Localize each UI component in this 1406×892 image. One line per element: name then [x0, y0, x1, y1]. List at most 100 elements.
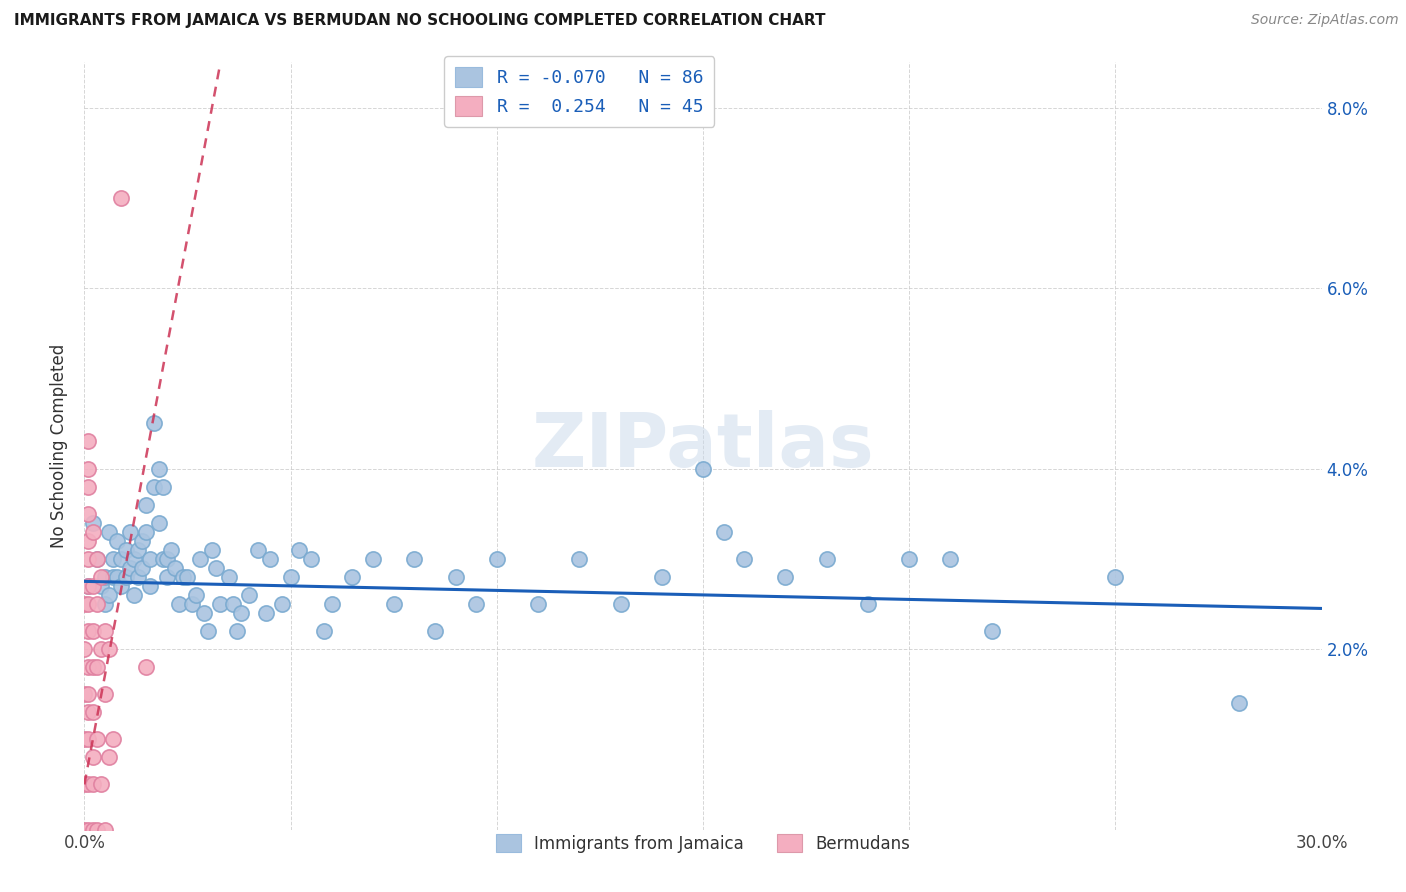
- Point: [103, 570, 125, 584]
- Point: [77, 705, 100, 719]
- Point: [90, 642, 112, 657]
- Point: [609, 597, 631, 611]
- Point: [127, 570, 149, 584]
- Point: [94, 597, 117, 611]
- Point: [1104, 570, 1126, 584]
- Point: [898, 551, 921, 566]
- Point: [98, 524, 121, 539]
- Point: [94, 570, 117, 584]
- Point: [118, 561, 141, 575]
- Point: [77, 822, 100, 837]
- Point: [172, 570, 194, 584]
- Point: [651, 570, 673, 584]
- Point: [77, 551, 100, 566]
- Point: [82, 624, 104, 638]
- Point: [167, 597, 190, 611]
- Point: [226, 624, 249, 638]
- Point: [82, 822, 104, 837]
- Point: [143, 417, 166, 431]
- Point: [127, 542, 149, 557]
- Point: [73, 732, 96, 747]
- Point: [94, 822, 117, 837]
- Point: [148, 461, 170, 475]
- Point: [118, 524, 141, 539]
- Point: [152, 480, 174, 494]
- Point: [160, 542, 183, 557]
- Point: [176, 570, 198, 584]
- Point: [444, 570, 467, 584]
- Point: [939, 551, 962, 566]
- Point: [73, 687, 96, 701]
- Point: [82, 524, 104, 539]
- Point: [77, 777, 100, 791]
- Point: [103, 732, 125, 747]
- Point: [77, 732, 100, 747]
- Point: [73, 777, 96, 791]
- Point: [77, 507, 100, 521]
- Point: [98, 642, 121, 657]
- Point: [568, 551, 591, 566]
- Point: [131, 533, 153, 548]
- Point: [527, 597, 550, 611]
- Point: [143, 480, 166, 494]
- Point: [90, 570, 112, 584]
- Point: [238, 588, 260, 602]
- Point: [77, 461, 100, 475]
- Point: [73, 822, 96, 837]
- Point: [713, 524, 735, 539]
- Point: [90, 777, 112, 791]
- Point: [246, 542, 269, 557]
- Point: [188, 551, 211, 566]
- Point: [105, 533, 128, 548]
- Point: [342, 570, 364, 584]
- Point: [139, 579, 162, 593]
- Point: [94, 687, 117, 701]
- Point: [259, 551, 281, 566]
- Point: [180, 597, 202, 611]
- Point: [82, 516, 104, 530]
- Point: [103, 551, 125, 566]
- Point: [82, 777, 104, 791]
- Point: [98, 750, 121, 764]
- Point: [197, 624, 219, 638]
- Point: [86, 551, 108, 566]
- Point: [86, 597, 108, 611]
- Point: [86, 822, 108, 837]
- Point: [73, 597, 96, 611]
- Point: [77, 624, 100, 638]
- Point: [135, 660, 157, 674]
- Point: [980, 624, 1002, 638]
- Text: ZIPatlas: ZIPatlas: [531, 409, 875, 483]
- Point: [114, 570, 136, 584]
- Point: [321, 597, 343, 611]
- Y-axis label: No Schooling Completed: No Schooling Completed: [51, 344, 69, 548]
- Point: [148, 516, 170, 530]
- Point: [82, 579, 104, 593]
- Legend: Immigrants from Jamaica, Bermudans: Immigrants from Jamaica, Bermudans: [489, 828, 917, 860]
- Point: [114, 542, 136, 557]
- Point: [98, 588, 121, 602]
- Point: [82, 705, 104, 719]
- Point: [361, 551, 384, 566]
- Point: [77, 597, 100, 611]
- Point: [280, 570, 302, 584]
- Point: [254, 606, 277, 620]
- Point: [733, 551, 755, 566]
- Point: [288, 542, 311, 557]
- Point: [1227, 696, 1250, 710]
- Point: [156, 570, 179, 584]
- Point: [82, 660, 104, 674]
- Text: IMMIGRANTS FROM JAMAICA VS BERMUDAN NO SCHOOLING COMPLETED CORRELATION CHART: IMMIGRANTS FROM JAMAICA VS BERMUDAN NO S…: [14, 13, 825, 29]
- Point: [465, 597, 488, 611]
- Point: [218, 570, 240, 584]
- Point: [184, 588, 207, 602]
- Point: [222, 597, 245, 611]
- Point: [77, 533, 100, 548]
- Point: [86, 660, 108, 674]
- Point: [73, 642, 96, 657]
- Point: [193, 606, 215, 620]
- Point: [77, 480, 100, 494]
- Point: [86, 551, 108, 566]
- Point: [110, 551, 132, 566]
- Point: [110, 579, 132, 593]
